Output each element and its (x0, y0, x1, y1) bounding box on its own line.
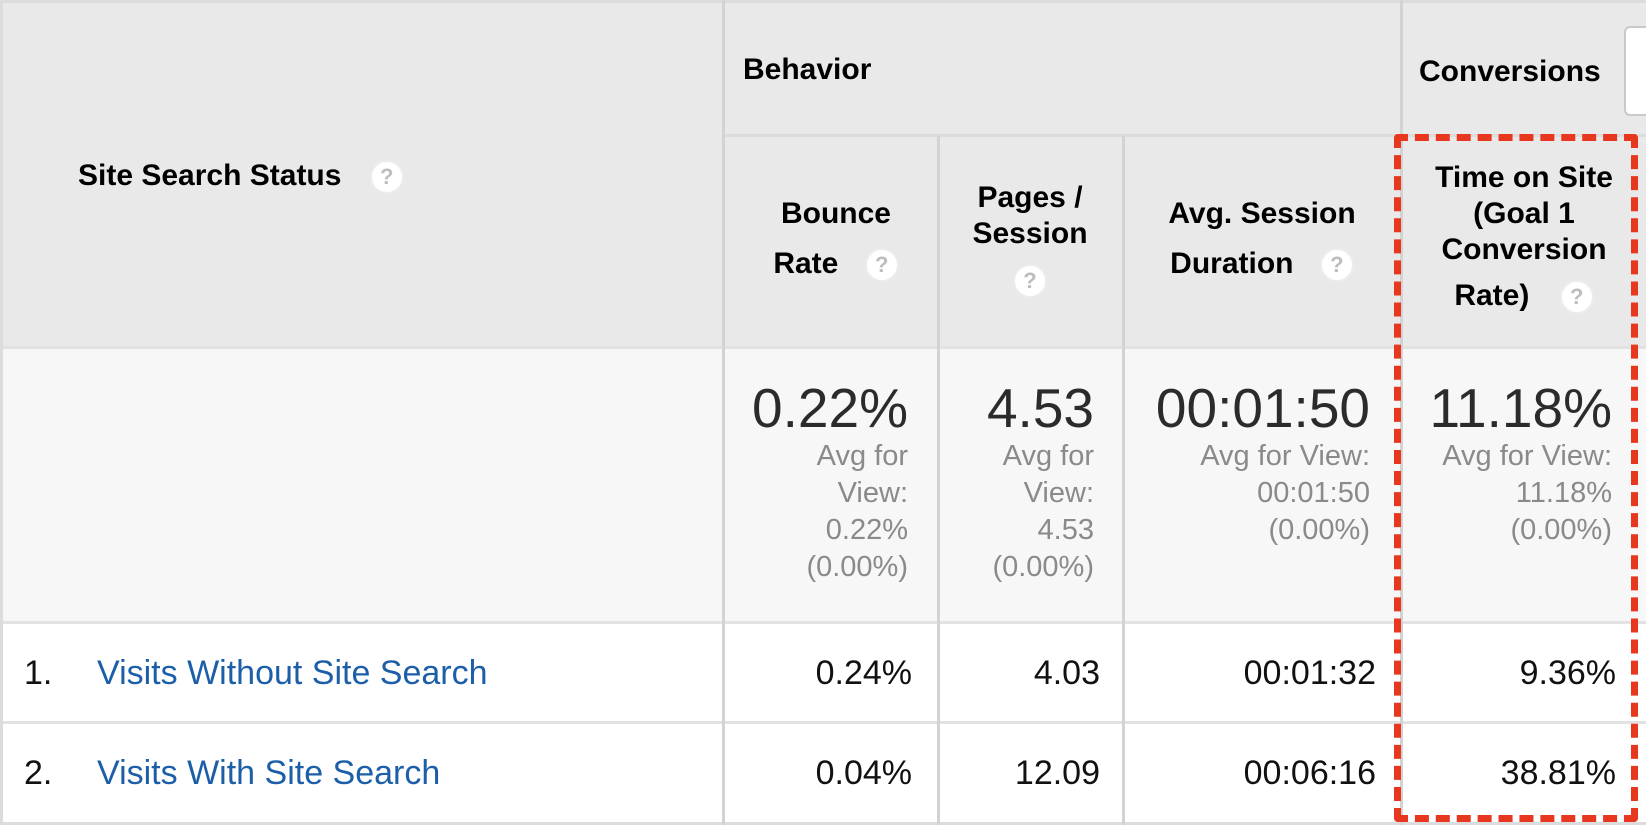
summary-avg: Avg for View: (1200, 440, 1370, 472)
top-border (0, 0, 1646, 3)
help-icon[interactable]: ? (1319, 248, 1354, 283)
header-line: Pages / (977, 181, 1083, 214)
divider (937, 136, 940, 825)
row-index: 2. (24, 754, 53, 792)
header-line: Bounce (780, 197, 891, 230)
summary-value: 4.53 (986, 377, 1094, 439)
summary-avg: Avg for View: (1442, 440, 1612, 472)
table-row[interactable] (0, 723, 1646, 823)
summary-value: 0.22% (752, 377, 908, 439)
summary-value: 11.18% (1429, 377, 1612, 439)
avg-session-duration-header[interactable]: Avg. Session Duration ? (1126, 196, 1398, 283)
bottom-border (0, 822, 1646, 825)
dimension-link[interactable]: Visits With Site Search (97, 754, 441, 792)
left-border (0, 0, 3, 825)
bounce-rate-header[interactable]: Bounce Rate ? (740, 196, 932, 283)
goal-conversion-rate-header[interactable]: Time on Site (Goal 1 Conversion Rate) ? (1404, 160, 1644, 315)
header-line: Avg. Session (1168, 197, 1356, 230)
divider (722, 134, 1646, 137)
summary-avg: (0.00%) (1510, 514, 1612, 546)
divider (0, 346, 1646, 349)
divider (0, 621, 1646, 624)
header-line: Time on Site (1435, 161, 1613, 194)
summary-avg: Avg for (1002, 440, 1094, 472)
divider (722, 0, 725, 825)
avg-session-duration-value: 00:01:32 (1243, 654, 1376, 692)
dimension-header-label: Site Search Status (78, 159, 342, 192)
summary-avg: 11.18% (1515, 477, 1612, 509)
help-icon[interactable]: ? (1013, 264, 1047, 299)
summary-avg: View: (837, 477, 908, 509)
header-conversions-group-cell (1402, 0, 1646, 136)
highlight-annotation (1394, 134, 1638, 822)
dimension-header[interactable]: Site Search Status ? (78, 158, 404, 195)
summary-avg: (0.00%) (806, 551, 908, 583)
bounce-rate-value: 0.24% (815, 654, 912, 692)
header-line: (Goal 1 (1473, 197, 1575, 230)
help-icon[interactable]: ? (369, 160, 404, 195)
table-row[interactable] (0, 623, 1646, 723)
help-icon[interactable]: ? (1559, 280, 1594, 315)
dimension-link[interactable]: Visits Without Site Search (97, 654, 488, 692)
divider (0, 721, 1646, 724)
bounce-rate-value: 0.04% (815, 754, 912, 792)
summary-avg: 4.53 (1037, 514, 1094, 546)
summary-avg: (0.00%) (1268, 514, 1370, 546)
header-line: Conversion (1441, 233, 1607, 266)
divider (1122, 136, 1125, 825)
header-line: Rate) (1454, 279, 1530, 312)
behavior-group-header: Behavior (743, 53, 872, 86)
summary-avg-session-duration: 00:01:50 Avg for View: 00:01:50 (0.00%) (1126, 378, 1370, 549)
divider (1400, 0, 1403, 825)
summary-row (0, 348, 1646, 623)
summary-avg: (0.00%) (992, 551, 1094, 583)
summary-pages-per-session: 4.53 Avg for View: 4.53 (0.00%) (942, 378, 1094, 586)
help-icon[interactable]: ? (864, 248, 899, 283)
summary-avg: Avg for (816, 440, 908, 472)
header-line: Duration (1170, 247, 1294, 280)
header-metrics-row (722, 136, 1646, 348)
header-dimension-cell (0, 0, 722, 348)
summary-goal-conversion-rate: 11.18% Avg for View: 11.18% (0.00%) (1406, 378, 1612, 549)
pages-per-session-value: 12.09 (1014, 754, 1100, 792)
summary-avg: View: (1023, 477, 1094, 509)
conversions-group-header: Conversions (1419, 55, 1601, 88)
summary-avg: 0.22% (825, 514, 908, 546)
header-line: Session (972, 217, 1088, 250)
goal-conversion-rate-value: 38.81% (1500, 754, 1616, 792)
header-line: Rate (773, 247, 839, 280)
pages-per-session-header[interactable]: Pages / Session ? (940, 180, 1120, 299)
pages-per-session-value: 4.03 (1033, 654, 1100, 692)
row-index: 1. (24, 654, 53, 692)
summary-bounce-rate: 0.22% Avg for View: 0.22% (0.00%) (726, 378, 908, 586)
avg-session-duration-value: 00:06:16 (1243, 754, 1376, 792)
goal-conversion-rate-value: 9.36% (1519, 654, 1616, 692)
header-behavior-group-cell (722, 0, 1402, 136)
summary-value: 00:01:50 (1155, 377, 1370, 439)
dropdown-button[interactable] (1624, 26, 1646, 116)
summary-avg: 00:01:50 (1257, 477, 1370, 509)
